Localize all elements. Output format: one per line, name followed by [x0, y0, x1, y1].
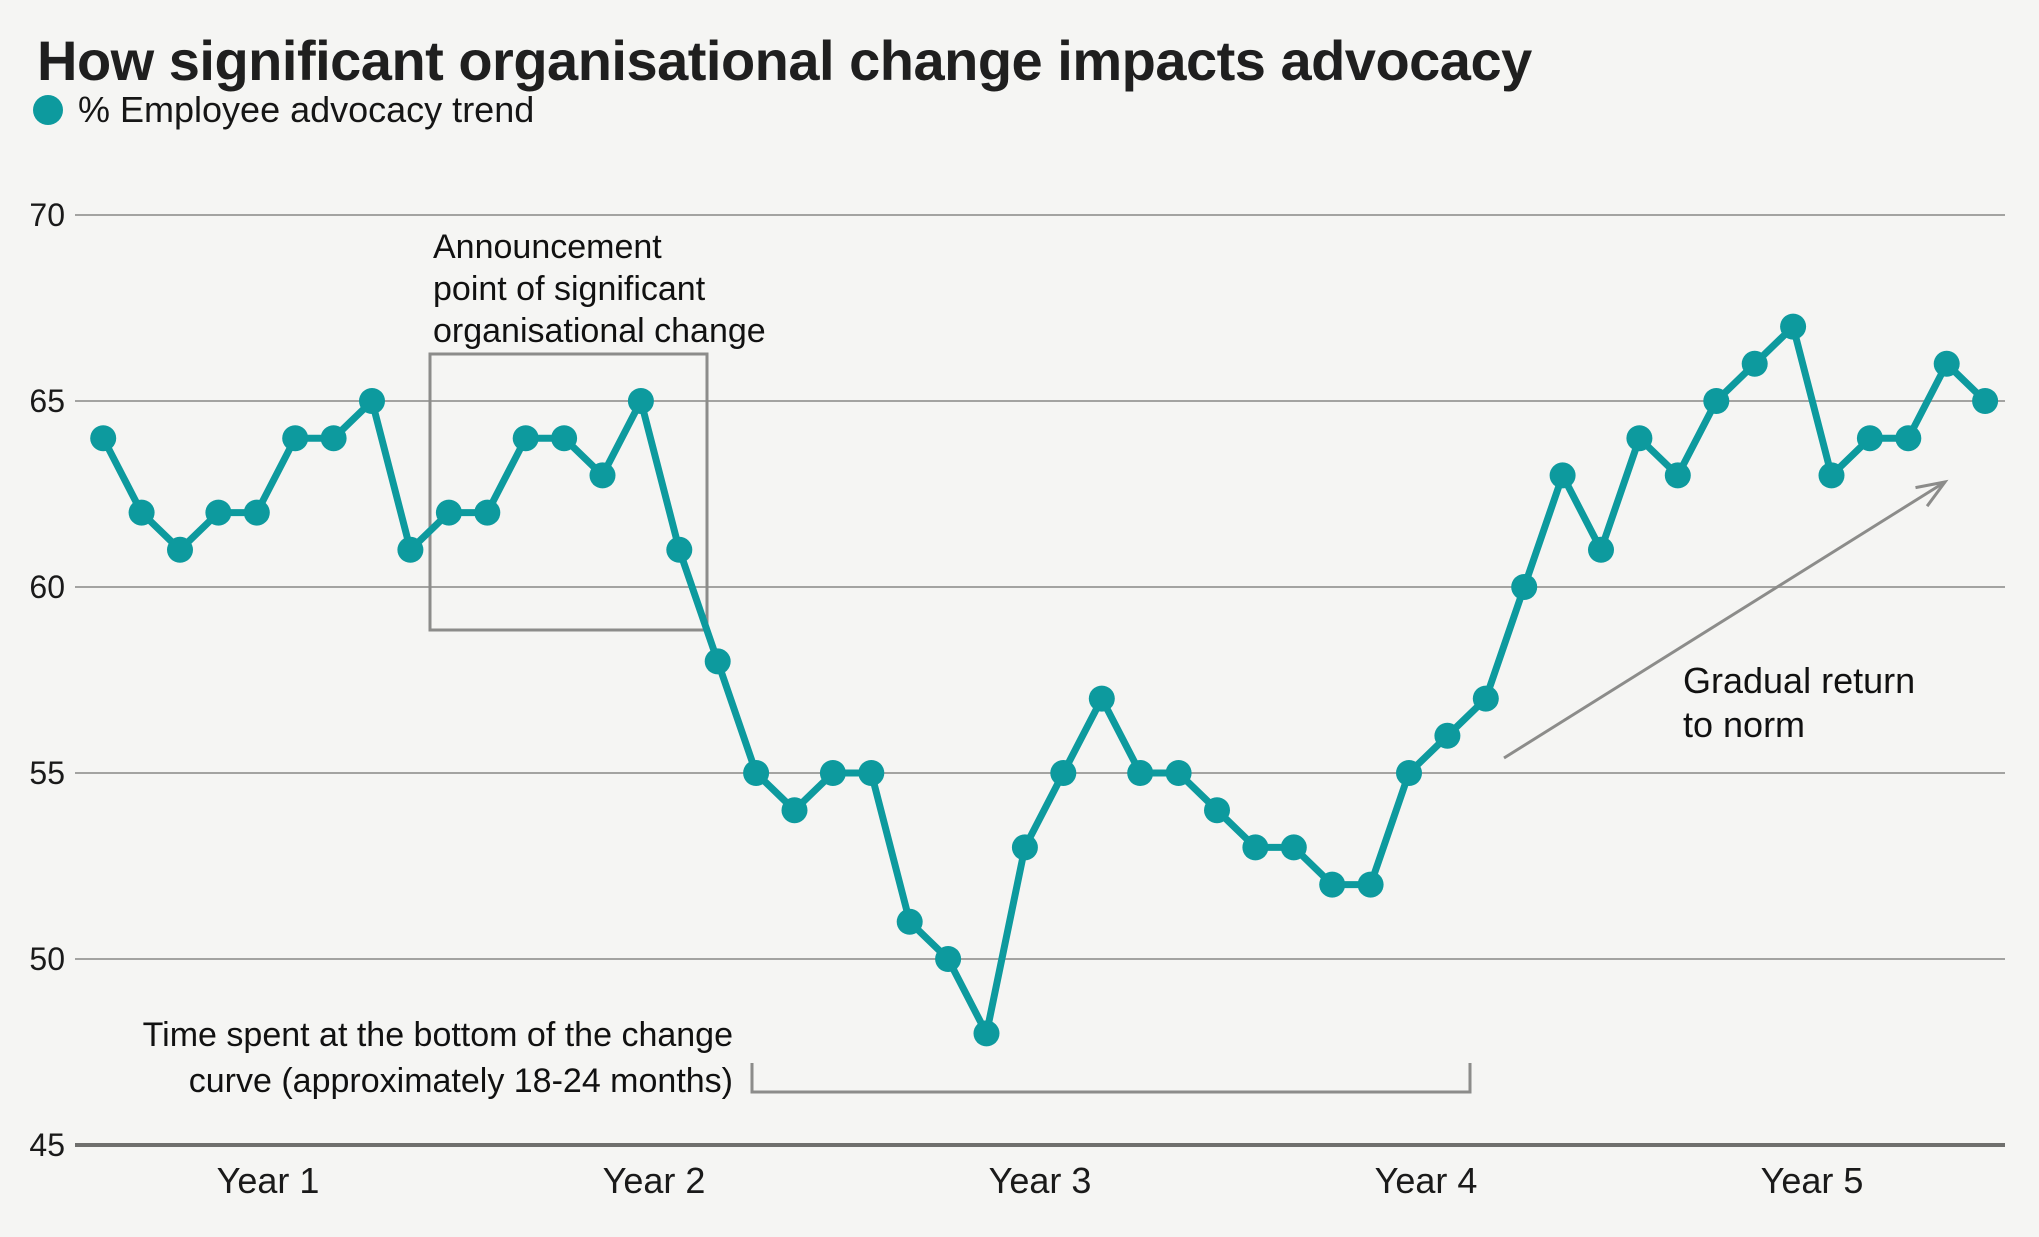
data-point-marker: [474, 499, 501, 526]
gradual-return-line: to norm: [1683, 704, 1806, 745]
data-point-marker: [704, 648, 731, 675]
data-point-marker: [666, 536, 693, 563]
data-point-marker: [1050, 760, 1077, 786]
gradual-return-line: Gradual return: [1683, 660, 1916, 701]
data-point-marker: [1588, 536, 1614, 563]
data-point-marker: [858, 760, 885, 786]
grid-layer: [75, 214, 2005, 1147]
data-point-marker: [627, 388, 654, 414]
series-layer: [90, 313, 1999, 1047]
data-point-marker: [551, 425, 578, 452]
legend-dot-icon: [33, 95, 63, 125]
trend-arrow-shaft: [1503, 480, 1946, 760]
data-point-marker: [1511, 574, 1538, 600]
trend-arrow-head: [1915, 479, 1949, 508]
x-tick-label: Year 3: [989, 1160, 1092, 1201]
data-point-marker: [1972, 388, 1999, 414]
announcement-line: point of significant: [433, 270, 706, 308]
data-point-marker: [1818, 462, 1845, 489]
data-point-marker: [282, 425, 309, 452]
time-spent-line: Time spent at the bottom of the change: [142, 1016, 733, 1054]
time-spent-annotation: Time spent at the bottom of the change c…: [143, 1012, 733, 1104]
y-tick-label: 50: [29, 941, 65, 977]
y-tick-label: 45: [29, 1127, 65, 1163]
trend-arrow: [1503, 479, 1949, 760]
announcement-line: Announcement: [433, 228, 662, 266]
data-point-marker: [1242, 834, 1269, 861]
gradual-return-annotation: Gradual return to norm: [1683, 659, 1915, 747]
data-point-marker: [589, 462, 616, 489]
data-point-marker: [1434, 722, 1461, 749]
time-spent-line: curve (approximately 18-24 months): [188, 1062, 733, 1100]
data-point-marker: [935, 946, 962, 972]
announcement-annotation: Announcement point of significant organi…: [433, 226, 766, 352]
announcement-box: [428, 352, 709, 632]
x-tick-label: Year 2: [603, 1160, 706, 1201]
x-axis-labels: Year 1 Year 2 Year 3 Year 4 Year 5: [217, 1160, 1864, 1201]
data-point-marker: [359, 388, 385, 414]
data-point-marker: [397, 536, 424, 563]
legend: % Employee advocacy trend: [33, 90, 534, 130]
data-point-marker: [1664, 462, 1691, 489]
announcement-line: organisational change: [433, 312, 766, 350]
data-point-marker: [973, 1020, 1000, 1047]
y-tick-label: 60: [29, 569, 65, 605]
data-point-marker: [167, 536, 193, 563]
data-point-marker: [90, 425, 117, 452]
y-tick-label: 70: [29, 197, 65, 233]
y-axis-labels: 70 65 60 55 50 45: [29, 197, 65, 1163]
data-point-marker: [1088, 685, 1115, 712]
data-point-marker: [1856, 425, 1883, 452]
data-point-marker: [1319, 871, 1346, 898]
data-point-marker: [1703, 388, 1730, 414]
data-point-marker: [1895, 425, 1922, 452]
data-point-marker: [1165, 760, 1192, 786]
data-point-marker: [1396, 760, 1422, 786]
duration-bracket: [750, 1063, 1472, 1094]
data-point-marker: [243, 499, 270, 526]
data-point-marker: [1780, 313, 1807, 340]
legend-label: % Employee advocacy trend: [78, 89, 535, 130]
data-point-marker: [1280, 834, 1307, 861]
data-point-marker: [1741, 350, 1768, 377]
data-point-marker: [781, 797, 808, 824]
y-tick-label: 65: [29, 383, 65, 419]
data-point-marker: [1549, 462, 1576, 489]
data-point-marker: [1204, 797, 1230, 824]
data-point-marker: [128, 499, 155, 526]
data-point-marker: [1933, 350, 1960, 377]
data-point-marker: [1357, 871, 1384, 898]
data-point-marker: [512, 425, 539, 452]
x-tick-label: Year 4: [1375, 1160, 1478, 1201]
data-point-marker: [896, 908, 923, 935]
data-point-marker: [435, 499, 462, 526]
data-point-marker: [1626, 425, 1653, 452]
data-point-marker: [205, 499, 232, 526]
data-point-marker: [1472, 685, 1499, 712]
data-point-marker: [1011, 834, 1038, 861]
y-tick-label: 55: [29, 755, 65, 791]
data-point-marker: [743, 760, 770, 786]
x-tick-label: Year 1: [217, 1160, 320, 1201]
x-tick-label: Year 5: [1761, 1160, 1864, 1201]
data-point-marker: [320, 425, 347, 452]
data-point-marker: [1127, 760, 1154, 786]
data-point-marker: [819, 760, 846, 786]
page-title: How significant organisational change im…: [37, 29, 1532, 92]
